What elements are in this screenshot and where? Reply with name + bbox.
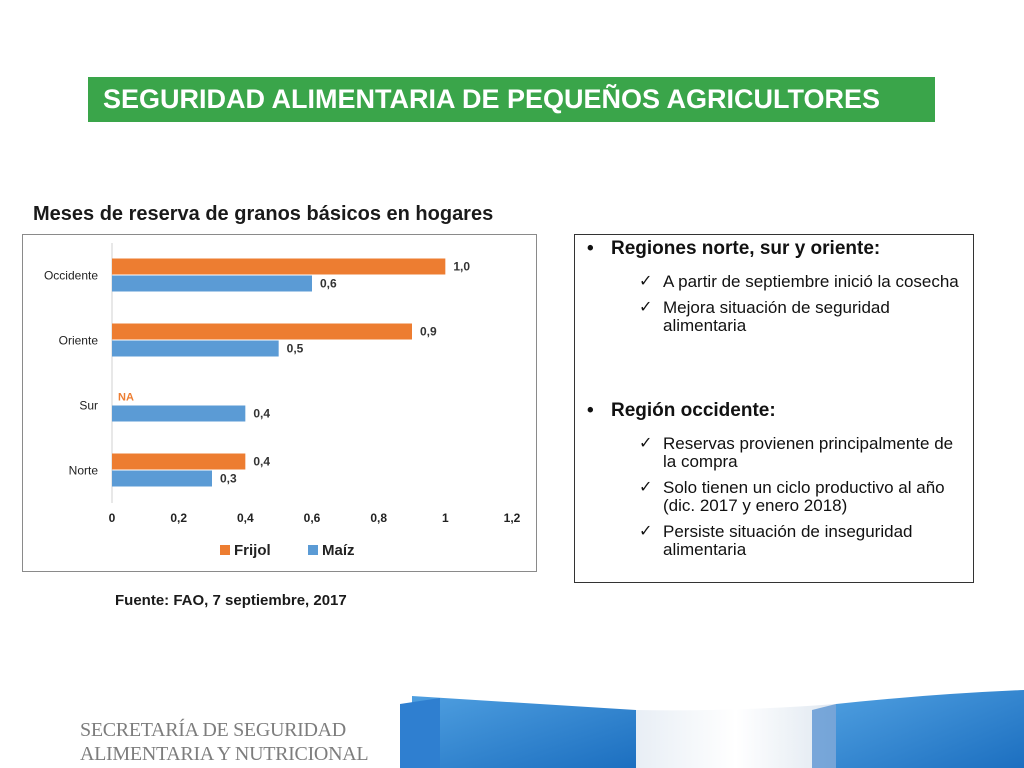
info-section-west: • Región occidente: ✓ Reservas provienen…: [575, 399, 973, 567]
list-item-text: A partir de septiembre inició la cosecha: [663, 272, 959, 291]
list-item: ✓ Mejora situación de seguridad alimenta…: [575, 299, 973, 335]
data-label: 0,9: [420, 325, 437, 339]
list-item: ✓ Persiste situación de inseguridad alim…: [575, 523, 973, 559]
checkmark-icon: ✓: [639, 479, 653, 496]
legend-swatch: [220, 545, 230, 555]
list-item-text: Mejora situación de seguridad alimentari…: [663, 298, 890, 335]
data-label-na: NA: [118, 392, 134, 404]
flag-banner-graphic: [400, 690, 1024, 768]
chart-svg: Occidente 1,0 0,6 Oriente 0,9 0,5 Sur NA 0,4 Nort…: [44, 243, 521, 559]
list-item: ✓ A partir de septiembre inició la cosec…: [575, 273, 973, 291]
bullet-icon: •: [587, 238, 594, 259]
bar-maz-sur: [112, 405, 246, 422]
check-list: ✓ A partir de septiembre inició la cosec…: [575, 273, 973, 335]
slide-title: SEGURIDAD ALIMENTARIA DE PEQUEÑOS AGRICU…: [88, 77, 935, 122]
info-panel: • Regiones norte, sur y oriente: ✓ A par…: [574, 234, 974, 583]
x-tick-label: 0,6: [304, 511, 321, 525]
bar-maz-oriente: [112, 340, 279, 357]
bar-maz-occidente: [112, 275, 312, 292]
source-note: Fuente: FAO, 7 septiembre, 2017: [115, 592, 347, 609]
footer-logo-line: SECRETARÍA DE SEGURIDAD: [80, 719, 346, 741]
data-label: 0,6: [320, 277, 337, 291]
section-heading: • Regiones norte, sur y oriente:: [575, 237, 973, 261]
data-label: 0,3: [220, 472, 237, 486]
data-label: 0,5: [287, 342, 304, 356]
list-item: ✓ Solo tienen un ciclo productivo al año…: [575, 479, 973, 515]
bar-frijol-occidente: [112, 258, 446, 275]
list-item-text: Reservas provienen principalmente de la …: [663, 434, 954, 471]
list-item: ✓ Reservas provienen principalmente de l…: [575, 435, 973, 471]
bar-frijol-oriente: [112, 323, 412, 340]
data-label: 0,4: [253, 455, 270, 469]
bullet-icon: •: [587, 400, 594, 421]
bar-maz-norte: [112, 470, 212, 487]
legend-label: Frijol: [234, 542, 271, 559]
x-tick-label: 1,2: [504, 511, 521, 525]
footer-logo-line: ALIMENTARIA Y NUTRICIONAL: [80, 743, 369, 765]
data-label: 1,0: [453, 260, 470, 274]
legend-swatch: [308, 545, 318, 555]
check-list: ✓ Reservas provienen principalmente de l…: [575, 435, 973, 559]
x-tick-label: 0,2: [170, 511, 187, 525]
data-label: 0,4: [253, 407, 270, 421]
section-heading: • Región occidente:: [575, 399, 973, 423]
checkmark-icon: ✓: [639, 273, 653, 290]
y-tick-label: Norte: [69, 464, 99, 478]
bar-frijol-norte: [112, 453, 246, 470]
y-tick-label: Occidente: [44, 269, 98, 283]
chart-title: Meses de reserva de granos básicos en ho…: [33, 203, 494, 225]
checkmark-icon: ✓: [639, 299, 653, 316]
y-tick-label: Sur: [79, 399, 98, 413]
x-tick-label: 1: [442, 511, 449, 525]
checkmark-icon: ✓: [639, 523, 653, 540]
x-tick-label: 0,4: [237, 511, 254, 525]
list-item-text: Solo tienen un ciclo productivo al año (…: [663, 478, 945, 515]
x-tick-label: 0,8: [370, 511, 387, 525]
list-item-text: Persiste situación de inseguridad alimen…: [663, 522, 913, 559]
y-tick-label: Oriente: [59, 334, 99, 348]
footer-logo: SECRETARÍA DE SEGURIDAD ALIMENTARIA Y NU…: [80, 718, 369, 766]
section-heading-text: Región occidente:: [611, 400, 776, 421]
section-heading-text: Regiones norte, sur y oriente:: [611, 238, 881, 259]
bar-chart: Occidente 1,0 0,6 Oriente 0,9 0,5 Sur NA 0,4 Nort…: [22, 234, 537, 572]
x-tick-label: 0: [109, 511, 116, 525]
info-section-north-south-east: • Regiones norte, sur y oriente: ✓ A par…: [575, 237, 973, 343]
legend-label: Maíz: [322, 542, 355, 559]
checkmark-icon: ✓: [639, 435, 653, 452]
